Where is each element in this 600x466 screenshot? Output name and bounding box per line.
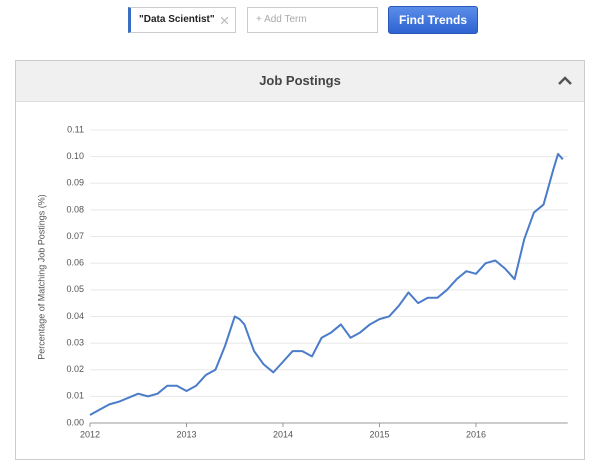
y-tick-label: 0.11	[67, 124, 84, 134]
remove-icon[interactable]	[221, 17, 228, 24]
y-tick-label: 0.08	[66, 204, 84, 214]
panel: Job Postings	[15, 60, 585, 460]
y-tick-label: 0.00	[66, 417, 84, 427]
term-text: "Data Scientist"	[139, 14, 215, 25]
x-tick-label: 2014	[273, 429, 293, 439]
y-tick-label: 0.07	[66, 231, 84, 241]
x-tick-label: 2016	[466, 429, 486, 439]
collapse-icon[interactable]	[558, 76, 572, 85]
x-tick-label: 2012	[80, 429, 100, 439]
y-tick-label: 0.01	[66, 391, 84, 401]
chart-title: Job Postings	[259, 73, 341, 88]
y-tick-label: 0.09	[66, 178, 84, 188]
y-axis-label: Percentage of Matching Job Postings (%)	[36, 194, 46, 360]
y-tick-label: 0.06	[66, 258, 84, 268]
search-term[interactable]: "Data Scientist"	[128, 7, 236, 33]
data-line	[89, 152, 564, 416]
y-tick-label: 0.05	[66, 284, 84, 294]
add-term-input[interactable]: + Add Term	[247, 7, 378, 33]
y-tick-label: 0.03	[66, 337, 84, 347]
x-tick-label: 2013	[176, 429, 196, 439]
y-tick-label: 0.04	[66, 311, 84, 321]
y-tick-label: 0.02	[66, 364, 84, 374]
find-trends-button[interactable]: Find Trends	[388, 6, 478, 34]
panel-header[interactable]: Job Postings	[16, 61, 584, 102]
x-tick-label: 2015	[369, 429, 389, 439]
y-tick-label: 0.10	[66, 151, 84, 161]
